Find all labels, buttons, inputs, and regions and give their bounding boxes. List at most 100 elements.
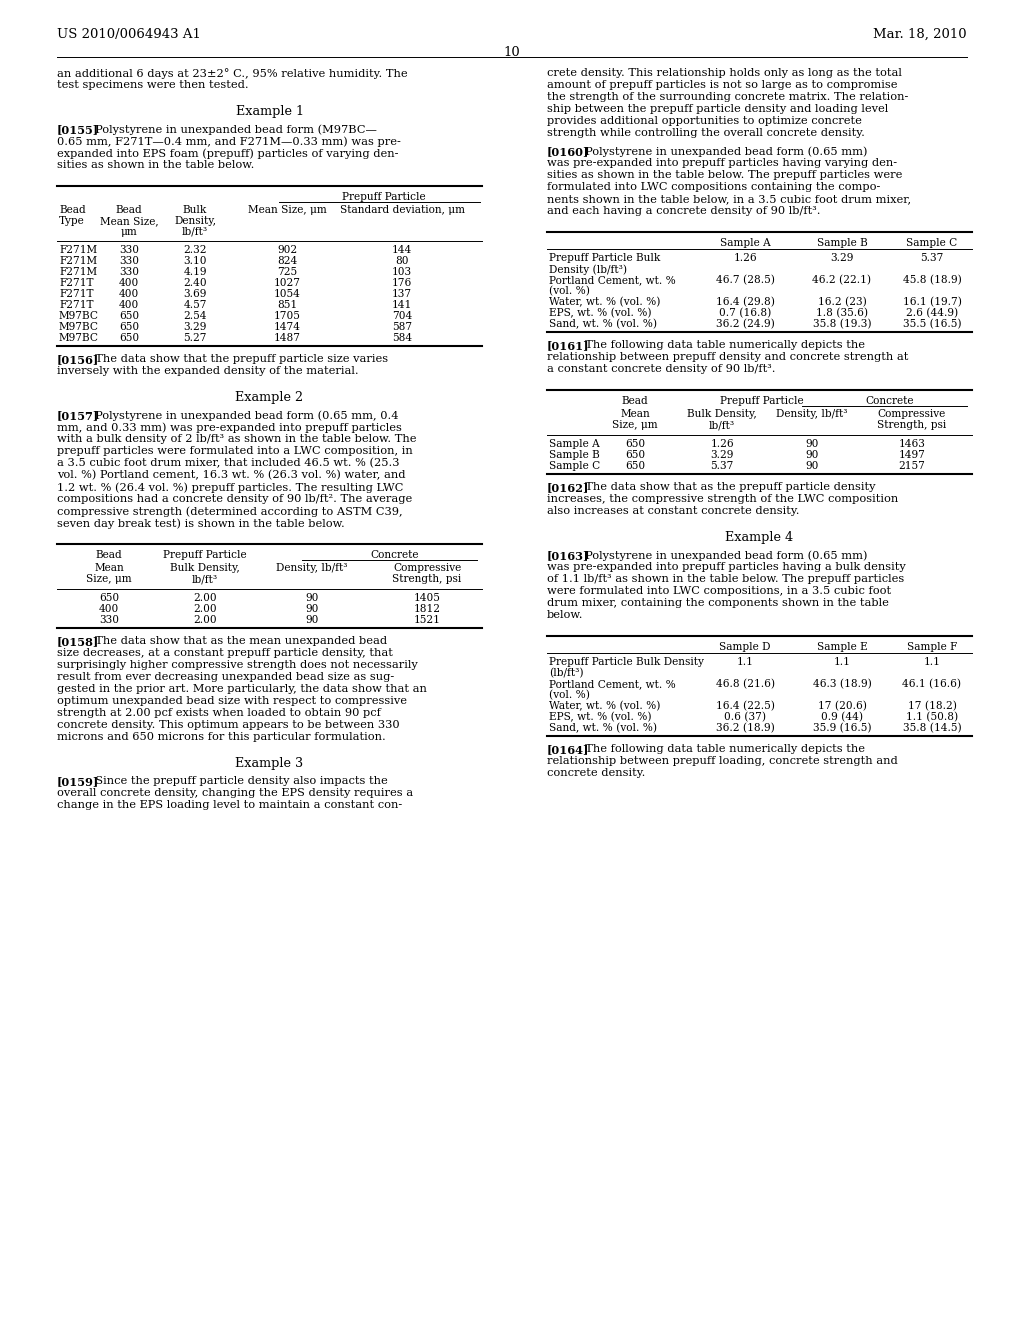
Text: lb/ft³: lb/ft³ [709,420,735,430]
Text: 35.9 (16.5): 35.9 (16.5) [813,723,871,734]
Text: 400: 400 [119,289,139,300]
Text: was pre-expanded into prepuff particles having a bulk density: was pre-expanded into prepuff particles … [547,562,906,572]
Text: 330: 330 [119,267,139,277]
Text: 90: 90 [805,450,818,459]
Text: relationship between prepuff loading, concrete strength and: relationship between prepuff loading, co… [547,756,898,766]
Text: 1.8 (35.6): 1.8 (35.6) [816,308,868,318]
Text: lb/ft³: lb/ft³ [191,574,218,583]
Text: Size, μm: Size, μm [612,420,657,430]
Text: 46.2 (22.1): 46.2 (22.1) [812,275,871,285]
Text: optimum unexpanded bead size with respect to compressive: optimum unexpanded bead size with respec… [57,696,407,706]
Text: 330: 330 [119,246,139,255]
Text: 46.8 (21.6): 46.8 (21.6) [716,678,774,689]
Text: 1.2 wt. % (26.4 vol. %) prepuff particles. The resulting LWC: 1.2 wt. % (26.4 vol. %) prepuff particle… [57,482,403,492]
Text: 2.6 (44.9): 2.6 (44.9) [906,308,958,318]
Text: 2.00: 2.00 [194,593,217,603]
Text: 90: 90 [805,461,818,471]
Text: Water, wt. % (vol. %): Water, wt. % (vol. %) [549,701,660,711]
Text: 650: 650 [625,450,645,459]
Text: formulated into LWC compositions containing the compo-: formulated into LWC compositions contain… [547,182,881,191]
Text: M97BC: M97BC [59,322,99,333]
Text: Prepuff Particle Bulk: Prepuff Particle Bulk [549,253,660,263]
Text: [0156]: [0156] [57,354,99,366]
Text: 1497: 1497 [899,450,926,459]
Text: crete density. This relationship holds only as long as the total: crete density. This relationship holds o… [547,69,902,78]
Text: Mean Size,: Mean Size, [99,216,159,226]
Text: 0.9 (44): 0.9 (44) [821,711,863,722]
Text: 16.4 (29.8): 16.4 (29.8) [716,297,774,308]
Text: 46.1 (16.6): 46.1 (16.6) [902,678,962,689]
Text: 650: 650 [119,333,139,343]
Text: 1027: 1027 [273,279,300,288]
Text: 5.37: 5.37 [921,253,944,263]
Text: Concrete: Concrete [371,550,419,560]
Text: 4.19: 4.19 [183,267,207,277]
Text: The following data table numerically depicts the: The following data table numerically dep… [578,341,864,350]
Text: 4.57: 4.57 [183,300,207,310]
Text: 400: 400 [119,300,139,310]
Text: 144: 144 [392,246,412,255]
Text: F271T: F271T [59,289,93,300]
Text: μm: μm [121,227,137,238]
Text: 650: 650 [99,593,119,603]
Text: Density (lb/ft³): Density (lb/ft³) [549,264,627,275]
Text: EPS, wt. % (vol. %): EPS, wt. % (vol. %) [549,711,651,722]
Text: 46.3 (18.9): 46.3 (18.9) [813,678,871,689]
Text: 1487: 1487 [273,333,300,343]
Text: a constant concrete density of 90 lb/ft³.: a constant concrete density of 90 lb/ft³… [547,364,775,374]
Text: 2.00: 2.00 [194,605,217,614]
Text: Prepuff Particle: Prepuff Particle [720,396,804,407]
Text: Bead: Bead [95,550,123,560]
Text: 1.26: 1.26 [711,440,734,449]
Text: M97BC: M97BC [59,333,99,343]
Text: Bulk: Bulk [183,205,207,215]
Text: 650: 650 [625,440,645,449]
Text: Standard deviation, μm: Standard deviation, μm [340,205,465,215]
Text: Sample B: Sample B [549,450,600,459]
Text: 46.7 (28.5): 46.7 (28.5) [716,275,774,285]
Text: sities as shown in the table below. The prepuff particles were: sities as shown in the table below. The … [547,170,902,180]
Text: Mean: Mean [94,564,124,573]
Text: Compressive: Compressive [878,409,946,418]
Text: Prepuff Particle Bulk Density: Prepuff Particle Bulk Density [549,657,703,667]
Text: F271T: F271T [59,279,93,288]
Text: 141: 141 [392,300,412,310]
Text: 3.29: 3.29 [183,322,207,333]
Text: 3.29: 3.29 [830,253,854,263]
Text: 176: 176 [392,279,412,288]
Text: [0164]: [0164] [547,744,590,755]
Text: Polystyrene in unexpanded bead form (M97BC—: Polystyrene in unexpanded bead form (M97… [87,124,377,135]
Text: ship between the prepuff particle density and loading level: ship between the prepuff particle densit… [547,104,888,114]
Text: Sand, wt. % (vol. %): Sand, wt. % (vol. %) [549,319,657,330]
Text: F271M: F271M [59,246,97,255]
Text: 2.40: 2.40 [183,279,207,288]
Text: (vol. %): (vol. %) [549,690,590,701]
Text: strength at 2.00 pcf exists when loaded to obtain 90 pcf: strength at 2.00 pcf exists when loaded … [57,708,381,718]
Text: 1.1: 1.1 [736,657,754,667]
Text: EPS, wt. % (vol. %): EPS, wt. % (vol. %) [549,308,651,318]
Text: 587: 587 [392,322,412,333]
Text: was pre-expanded into prepuff particles having varying den-: was pre-expanded into prepuff particles … [547,158,897,168]
Text: Strength, psi: Strength, psi [392,574,462,583]
Text: Portland Cement, wt. %: Portland Cement, wt. % [549,275,676,285]
Text: seven day break test) is shown in the table below.: seven day break test) is shown in the ta… [57,517,345,528]
Text: 1812: 1812 [414,605,440,614]
Text: also increases at constant concrete density.: also increases at constant concrete dens… [547,506,800,516]
Text: result from ever decreasing unexpanded bead size as sug-: result from ever decreasing unexpanded b… [57,672,394,682]
Text: [0161]: [0161] [547,341,590,351]
Text: nents shown in the table below, in a 3.5 cubic foot drum mixer,: nents shown in the table below, in a 3.5… [547,194,911,205]
Text: F271M: F271M [59,256,97,267]
Text: vol. %) Portland cement, 16.3 wt. % (26.3 vol. %) water, and: vol. %) Portland cement, 16.3 wt. % (26.… [57,470,406,480]
Text: Strength, psi: Strength, psi [878,420,946,430]
Text: strength while controlling the overall concrete density.: strength while controlling the overall c… [547,128,865,139]
Text: Sample A: Sample A [549,440,600,449]
Text: test specimens were then tested.: test specimens were then tested. [57,81,249,90]
Text: change in the EPS loading level to maintain a constant con-: change in the EPS loading level to maint… [57,800,402,810]
Text: 2.32: 2.32 [183,246,207,255]
Text: Mean Size, μm: Mean Size, μm [248,205,327,215]
Text: Polystyrene in unexpanded bead form (0.65 mm): Polystyrene in unexpanded bead form (0.6… [578,147,867,157]
Text: Polystyrene in unexpanded bead form (0.65 mm, 0.4: Polystyrene in unexpanded bead form (0.6… [87,411,398,421]
Text: The following data table numerically depicts the: The following data table numerically dep… [578,744,864,754]
Text: Bead: Bead [116,205,142,215]
Text: of 1.1 lb/ft³ as shown in the table below. The prepuff particles: of 1.1 lb/ft³ as shown in the table belo… [547,574,904,583]
